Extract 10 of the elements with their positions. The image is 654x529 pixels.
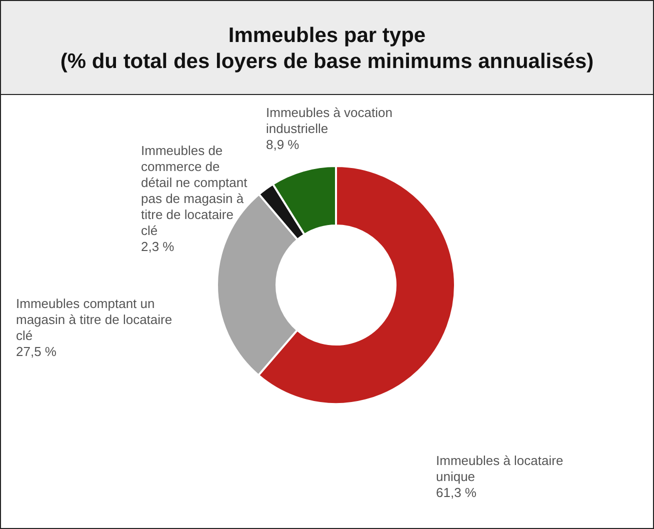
slice-label: Immeubles à vocation industrielle xyxy=(266,105,392,136)
chart-title: Immeubles par type xyxy=(227,23,427,49)
slice-label: Immeubles comptant un magasin à titre de locataire clé xyxy=(16,296,172,344)
chart-subtitle: (% du total des loyers de base minimums annualisés) xyxy=(59,49,595,75)
slice-label: Immeubles de commerce de détail ne comptant pas de magasin à titre de locataire clé xyxy=(141,143,248,238)
data-label: 2,3 % xyxy=(141,239,175,254)
data-label: 8,9 % xyxy=(266,137,300,152)
slice-label: Immeubles à locataire unique xyxy=(436,453,564,484)
data-label: 27,5 % xyxy=(16,344,57,360)
data-label: 61,3 % xyxy=(436,485,477,500)
